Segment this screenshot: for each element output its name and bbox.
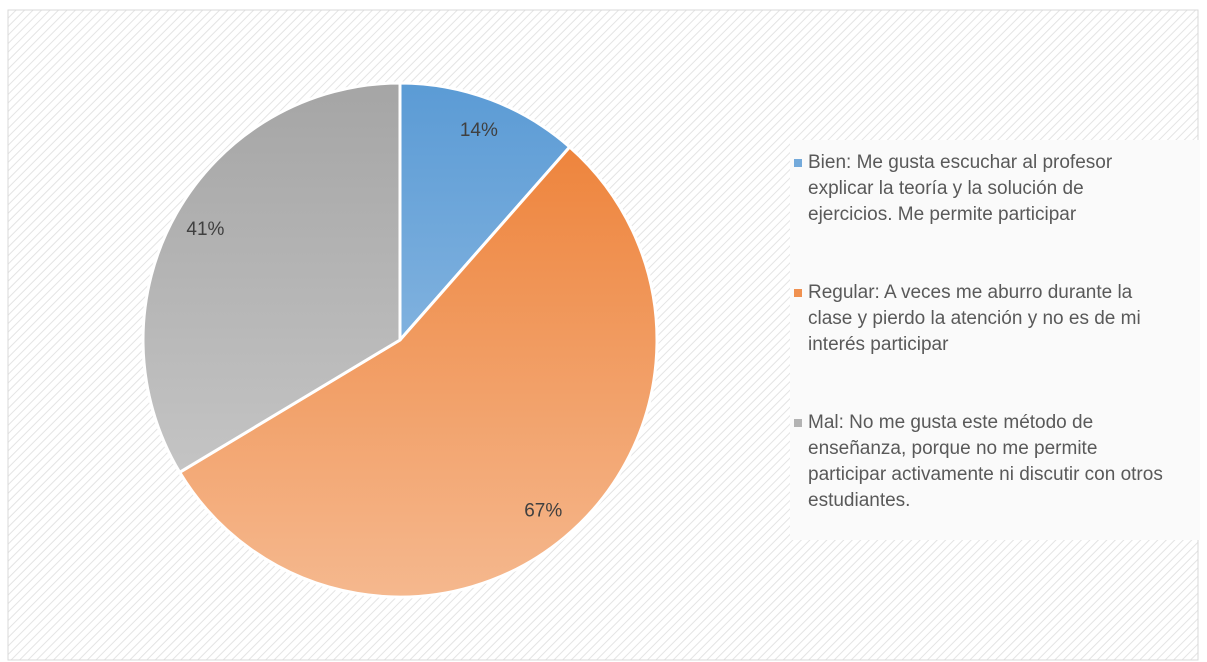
legend-swatch: [794, 289, 802, 297]
data-label: 67%: [524, 501, 562, 522]
pie-slice: [398, 81, 572, 344]
data-label: 14%: [460, 120, 498, 141]
pie: 14% 67% 41%: [141, 81, 659, 599]
legend-entry: Regular: A veces me aburro durante la cl…: [794, 280, 1168, 358]
legend: Bien: Me gusta escuchar al profesor expl…: [790, 140, 1200, 540]
legend-label: Mal: No me gusta este método de enseñanz…: [808, 412, 1163, 511]
legend-label: Regular: A veces me aburro durante la cl…: [808, 282, 1141, 355]
data-label: 41%: [186, 219, 224, 240]
legend-swatch: [794, 419, 802, 427]
pie-slice: [177, 144, 659, 599]
legend-swatch: [794, 159, 802, 167]
legend-entry: Bien: Me gusta escuchar al profesor expl…: [794, 150, 1168, 228]
legend-label: Bien: Me gusta escuchar al profesor expl…: [808, 152, 1113, 225]
pie-slice: [141, 81, 402, 475]
legend-entry: Mal: No me gusta este método de enseñanz…: [794, 410, 1168, 514]
